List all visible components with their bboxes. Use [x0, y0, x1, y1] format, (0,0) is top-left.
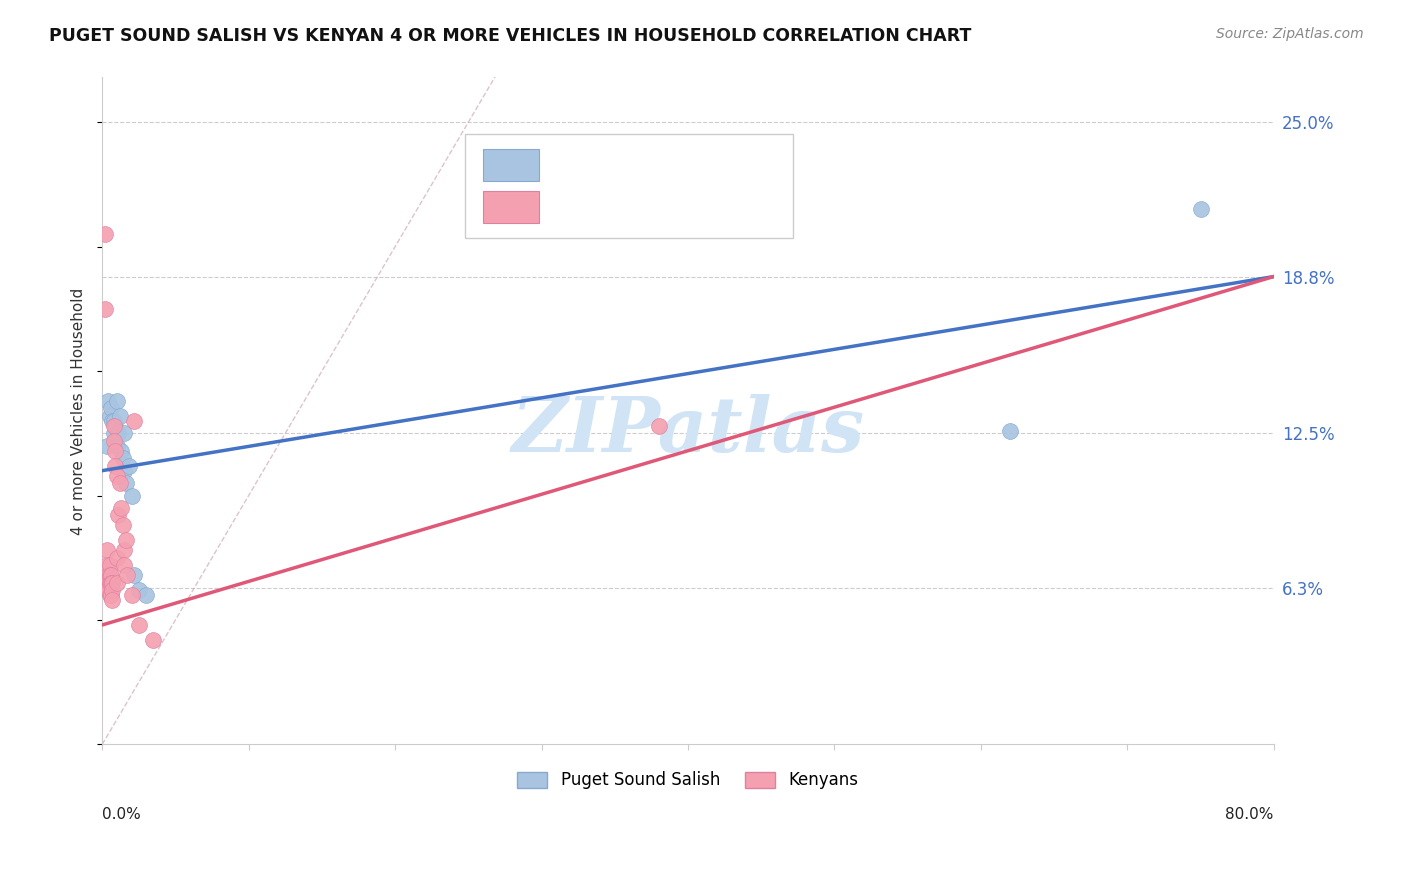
Point [121, 588, 143, 602]
Point [98, 409, 121, 423]
Point [105, 468, 128, 483]
Point [115, 568, 138, 582]
Point [124, 568, 146, 582]
Point [1189, 202, 1212, 217]
Point [128, 618, 150, 632]
Point [100, 568, 122, 582]
Point [108, 476, 131, 491]
Point [103, 426, 125, 441]
Point [103, 434, 125, 448]
Point [101, 583, 124, 598]
Text: N = 24: N = 24 [682, 156, 745, 174]
Text: R = 0.227: R = 0.227 [554, 198, 637, 216]
Point [121, 489, 143, 503]
Point [97, 568, 120, 582]
Text: N = 37: N = 37 [682, 198, 745, 216]
Point [110, 500, 132, 515]
Point [128, 583, 150, 598]
Point [117, 458, 139, 473]
Text: PUGET SOUND SALISH VS KENYAN 4 OR MORE VEHICLES IN HOUSEHOLD CORRELATION CHART: PUGET SOUND SALISH VS KENYAN 4 OR MORE V… [49, 27, 972, 45]
Y-axis label: 4 or more Vehicles in Household: 4 or more Vehicles in Household [72, 287, 86, 534]
Point [103, 418, 125, 433]
Point [112, 543, 135, 558]
Point [110, 443, 132, 458]
Point [97, 583, 120, 598]
Point [105, 575, 128, 590]
Point [648, 418, 671, 433]
Point [112, 558, 135, 573]
Text: 80.0%: 80.0% [1226, 806, 1274, 822]
Point [114, 476, 136, 491]
Point [107, 508, 129, 523]
Point [97, 394, 120, 409]
Point [112, 426, 135, 441]
Point [104, 418, 127, 433]
Point [100, 588, 122, 602]
Point [94, 301, 117, 316]
Point [142, 632, 165, 647]
Text: ZIPatlas: ZIPatlas [512, 394, 865, 468]
Point [94, 227, 117, 242]
Point [98, 558, 121, 573]
Text: 0.0%: 0.0% [103, 806, 141, 822]
Point [100, 401, 122, 416]
Point [108, 409, 131, 423]
Point [98, 568, 121, 582]
Point [96, 439, 118, 453]
Point [104, 458, 127, 473]
Point [111, 518, 134, 533]
Point [114, 533, 136, 548]
Point [97, 575, 120, 590]
Point [103, 414, 125, 428]
Legend: Puget Sound Salish, Kenyans: Puget Sound Salish, Kenyans [510, 764, 865, 796]
Point [104, 443, 127, 458]
Point [107, 426, 129, 441]
Point [98, 575, 121, 590]
Point [135, 588, 157, 602]
Point [96, 543, 118, 558]
Point [111, 451, 134, 466]
Text: Source: ZipAtlas.com: Source: ZipAtlas.com [1216, 27, 1364, 41]
Point [124, 414, 146, 428]
Point [96, 558, 118, 573]
Point [112, 464, 135, 478]
Point [101, 414, 124, 428]
Point [98, 588, 121, 602]
Point [105, 550, 128, 565]
FancyBboxPatch shape [484, 149, 540, 181]
FancyBboxPatch shape [465, 134, 793, 237]
Point [998, 424, 1021, 438]
Point [105, 439, 128, 453]
Point [101, 593, 124, 607]
Point [105, 394, 128, 409]
Point [101, 575, 124, 590]
FancyBboxPatch shape [484, 191, 540, 223]
Point [100, 575, 122, 590]
Text: R = 0.399: R = 0.399 [554, 156, 637, 174]
